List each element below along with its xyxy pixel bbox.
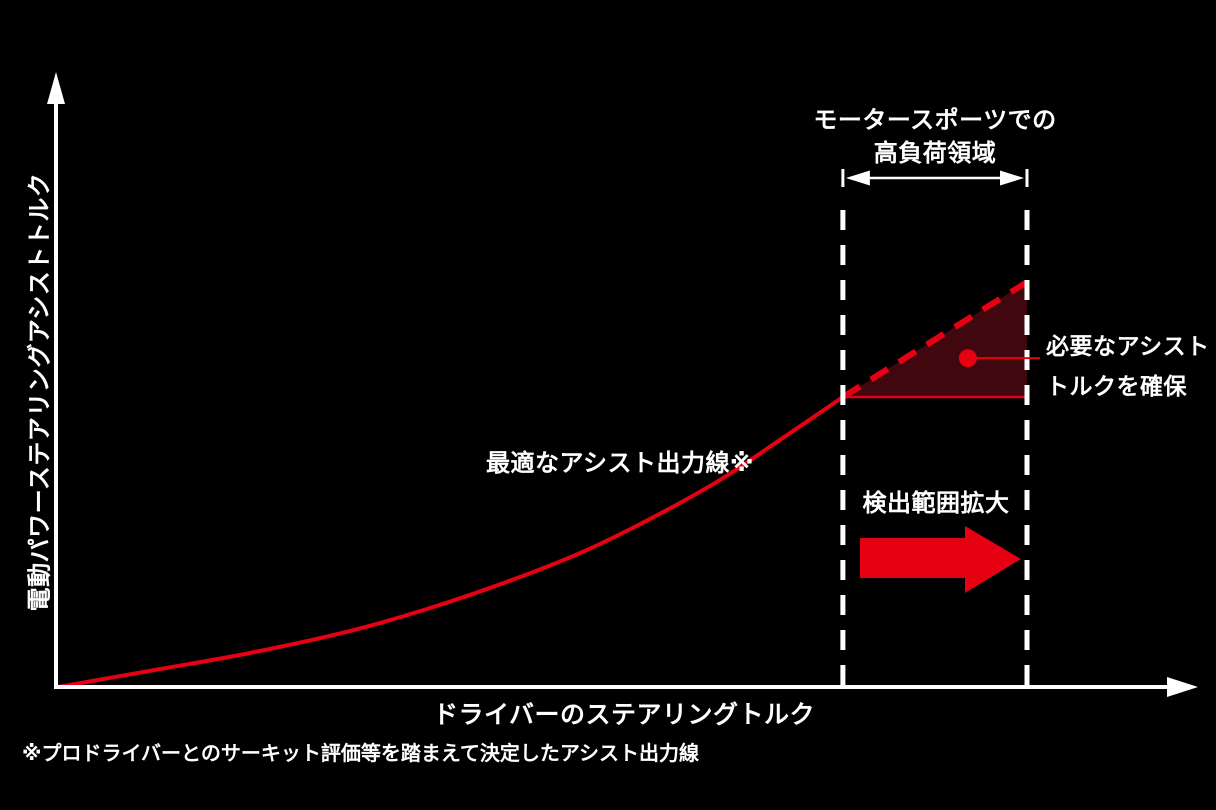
high-load-region-label: モータースポーツでの 高負荷領域 — [813, 107, 1057, 167]
measure-arrowhead-right — [1000, 170, 1024, 186]
optimal-assist-line-label: 最適なアシスト出力線※ — [486, 450, 754, 477]
footnote: ※プロドライバーとのサーキット評価等を踏まえて決定したアシスト出力線 — [22, 743, 700, 765]
optimal-assist-curve — [57, 395, 845, 689]
y-axis-arrowhead — [47, 72, 65, 104]
x-axis-label: ドライバーのステアリングトルク — [432, 701, 816, 729]
measure-arrowhead-left — [845, 170, 870, 186]
x-axis-arrowhead — [1167, 677, 1198, 697]
callout-dot — [958, 349, 977, 368]
detection-expand-label: 検出範囲拡大 — [862, 490, 1010, 517]
required-assist-dashed-line — [841, 279, 1029, 400]
detection-expand-arrow — [860, 526, 1021, 593]
assist-secured-label: 必要なアシスト トルクを確保 — [1046, 333, 1210, 399]
y-axis-label: 電動パワーステアリングアシストトルク — [26, 172, 54, 612]
